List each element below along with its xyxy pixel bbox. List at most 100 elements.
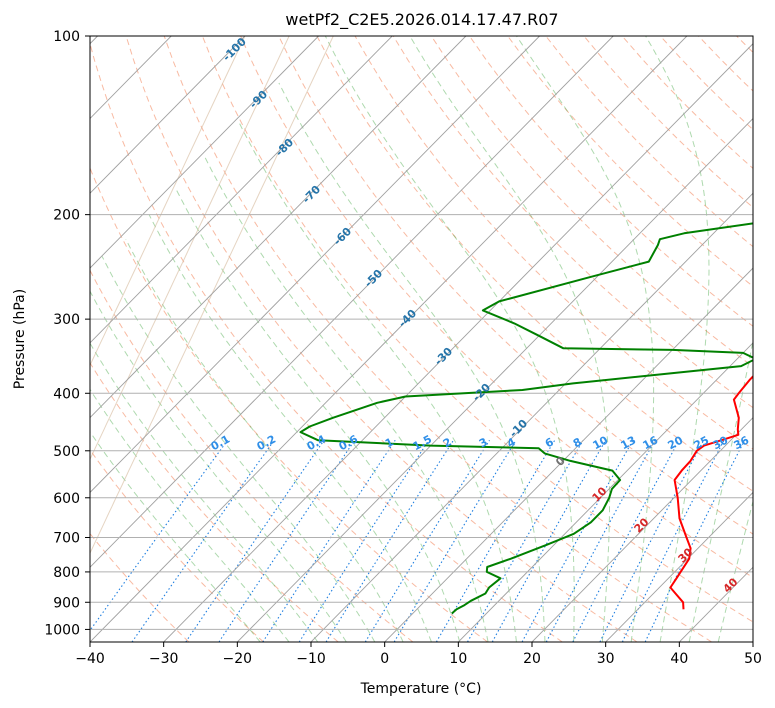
isotherm-label: -40 [396,307,419,330]
mixing-ratio-line [435,440,556,642]
moist-adiabat [90,388,290,642]
y-tick-label: 600 [53,491,80,507]
isotherm-line [90,36,540,494]
moist-adiabat [688,338,753,642]
isotherm-line [310,192,753,642]
y-tick-label: 1000 [44,622,80,638]
mixing-ratio-label: 20 [666,433,686,452]
mixing-ratio-label: 3 [477,435,490,450]
isotherm-label: 30 [676,545,696,565]
mixing-ratio-line [521,440,634,642]
temperature-profile-line [669,374,753,610]
y-tick-label: 100 [53,29,80,45]
dry-adiabat [90,166,488,642]
moist-adiabat [90,290,347,642]
y-axis-title: Pressure (hPa) [12,289,28,389]
mixing-ratio-label: 1.5 [411,433,434,454]
moist-adiabat [645,36,710,642]
dry-adiabat [659,36,753,131]
dry-adiabat [90,361,339,642]
x-tick-label: 30 [597,651,615,667]
mixing-ratio-line [185,439,325,642]
mixing-ratio-label: 30 [711,433,731,452]
isotherm-label: 40 [721,575,741,595]
y-tick-label: 200 [53,208,80,224]
isotherm-line [458,342,753,642]
isotherm-line [752,641,753,642]
isotherm-line [679,566,753,642]
dewpoint-profile-line [299,222,753,615]
background-lines [90,36,753,642]
dry-adiabat [90,41,563,642]
x-tick-label: 0 [380,651,389,667]
dry-adiabat [430,36,753,368]
mixing-ratio-line [131,439,275,642]
isotherm-label: 20 [632,515,652,535]
mixing-ratio-line [467,440,584,642]
isotherm-line [90,36,393,344]
moist-adiabat [125,238,404,642]
guide-curve [90,36,246,367]
guide-curve [90,36,334,555]
isotherm-label: -50 [362,267,385,290]
mixing-ratio-line [491,440,607,642]
mixing-ratio-line [644,440,746,642]
x-tick-label: 50 [744,651,762,667]
moist-adiabat [174,187,461,642]
plot-frame [89,35,754,643]
moist-adiabat [324,36,575,642]
x-tick-label: 40 [670,651,688,667]
moist-adiabat [90,431,261,642]
x-tick-label: 10 [449,651,467,667]
grid-lines [90,36,753,642]
x-tick-label: −20 [223,651,253,667]
isotherm-line [90,36,319,269]
y-tick-label: 400 [53,386,80,402]
dry-adiabat [201,36,753,623]
moist-adiabat [516,36,655,642]
x-tick-label: −30 [149,651,179,667]
moist-adiabat [409,36,611,642]
y-tick-label: 300 [53,312,80,328]
isotherm-line [90,36,246,194]
isotherm-line [531,416,753,642]
y-tick-label: 900 [53,595,80,611]
mixing-ratio-line [621,440,725,642]
isotherm-line [384,267,753,642]
mixing-ratio-label: 16 [641,433,661,452]
mixing-ratio-label: 36 [732,433,752,452]
mixing-ratio-label: 6 [543,435,556,450]
mixing-ratio-label: 10 [591,433,611,452]
guide-curve [90,36,290,461]
isotherm-label: -70 [300,183,323,206]
x-tick-label: −10 [296,651,326,667]
dry-adiabat [698,36,753,92]
isotherm-line [90,36,467,419]
isotherm-line [237,117,753,642]
series-lines [299,222,753,615]
moist-adiabat [90,342,319,642]
isotherm-line [90,36,614,568]
x-axis: −40 −30 −20 −10 0 10 20 30 40 50 [75,642,762,667]
isotherm-line [90,36,688,642]
moist-adiabat [101,255,376,642]
y-tick-label: 500 [53,444,80,460]
dry-adiabat [354,36,753,450]
isotherm-line [605,491,753,642]
dry-adiabat [163,36,712,642]
mixing-ratio-label: 25 [692,434,712,453]
moist-adiabat [148,214,432,642]
chart-title: wetPf2_C2E5.2026.014.17.47.R07 [285,10,558,30]
moist-adiabat [717,499,753,642]
mixing-ratio-line [262,439,396,642]
isotherm-label: -20 [470,381,493,404]
x-axis-title: Temperature (°C) [360,681,482,697]
mixing-ratio-label: 13 [619,434,639,453]
mixing-ratio-line [545,440,656,642]
isotherm-label: -100 [220,35,249,64]
mixing-ratio-label: 8 [571,435,584,450]
dry-adiabat [125,36,638,642]
dry-adiabat [90,449,264,642]
overlay-labels: -100-90-80-70-60-50-40-30-20-10010203040… [209,35,752,596]
